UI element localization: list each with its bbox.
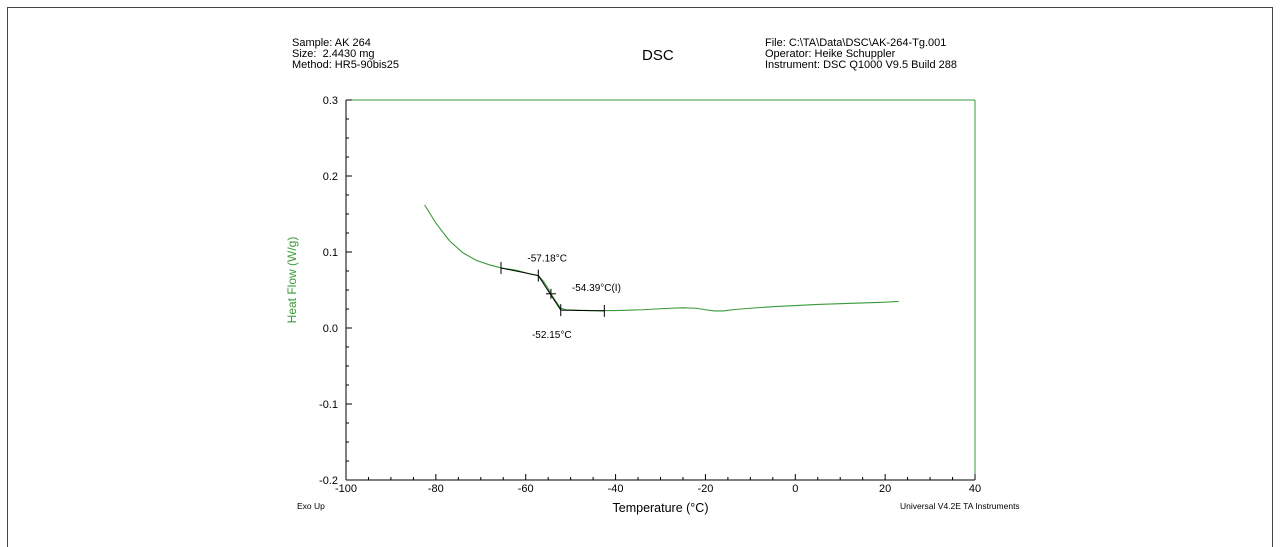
tangent-line	[500, 267, 539, 277]
file-info: File: C:\TA\Data\DSC\AK-264-Tg.001 Operat…	[765, 38, 957, 71]
y-tick-label: 0.2	[323, 171, 338, 183]
tg-annotation: -54.39°C(I)	[572, 283, 621, 294]
data-series	[424, 204, 899, 312]
x-tick-label: -60	[518, 483, 534, 495]
x-tick-label: -20	[697, 483, 713, 495]
x-tick-label: -100	[335, 483, 357, 495]
page-frame	[7, 7, 1273, 547]
x-tick-label: 20	[879, 483, 891, 495]
file-line: File: C:\TA\Data\DSC\AK-264-Tg.001	[765, 37, 947, 49]
y-axis-label: Heat Flow (W/g)	[285, 237, 299, 324]
method-line: Method: HR5-90bis25	[292, 59, 400, 71]
tg-analysis	[500, 261, 605, 317]
exo-up-label: Exo Up	[297, 501, 325, 511]
y-tick-label: -0.2	[319, 475, 338, 487]
x-tick-label: 40	[969, 483, 981, 495]
x-tick-label: -80	[428, 483, 444, 495]
x-tick-label: -40	[608, 483, 624, 495]
operator-line: Operator: Heike Schuppler	[765, 48, 896, 60]
tg-annotation: -57.18°C	[527, 254, 567, 265]
software-label: Universal V4.2E TA Instruments	[900, 501, 1020, 511]
tangent-line	[537, 275, 562, 311]
dsc-plot: -100 -80 -60 -40 -20 0 20 40 -0.2 -0.1 0.0 0.1 0.2 0.…	[285, 95, 981, 515]
tangent-line	[560, 309, 605, 312]
annotations: -57.18°C -54.39°C(I) -52.15°C	[527, 254, 621, 342]
sample-info: Sample: AK 264 Size: 2.4430 mg Method: HR5…	[292, 38, 399, 71]
plot-axes	[345, 99, 976, 481]
instrument-line: Instrument: DSC Q1000 V9.5 Build 288	[765, 59, 957, 71]
x-tick-label: 0	[792, 483, 798, 495]
size-line: Size: 2.4430 mg	[292, 48, 375, 60]
y-tick-label: 0.3	[323, 95, 338, 107]
chart-title: DSC	[642, 47, 674, 64]
heat-flow-curve	[424, 204, 899, 312]
tg-annotation: -52.15°C	[532, 330, 572, 341]
axis-ticks	[345, 99, 976, 481]
tick-labels: -100 -80 -60 -40 -20 0 20 40 -0.2 -0.1 0.0 0.1 0.2 0.…	[319, 95, 981, 495]
sample-line: Sample: AK 264	[292, 37, 371, 49]
y-tick-label: 0.0	[323, 323, 338, 335]
y-tick-label: 0.1	[323, 247, 338, 259]
x-axis-label: Temperature (°C)	[613, 501, 709, 515]
y-tick-label: -0.1	[319, 399, 338, 411]
